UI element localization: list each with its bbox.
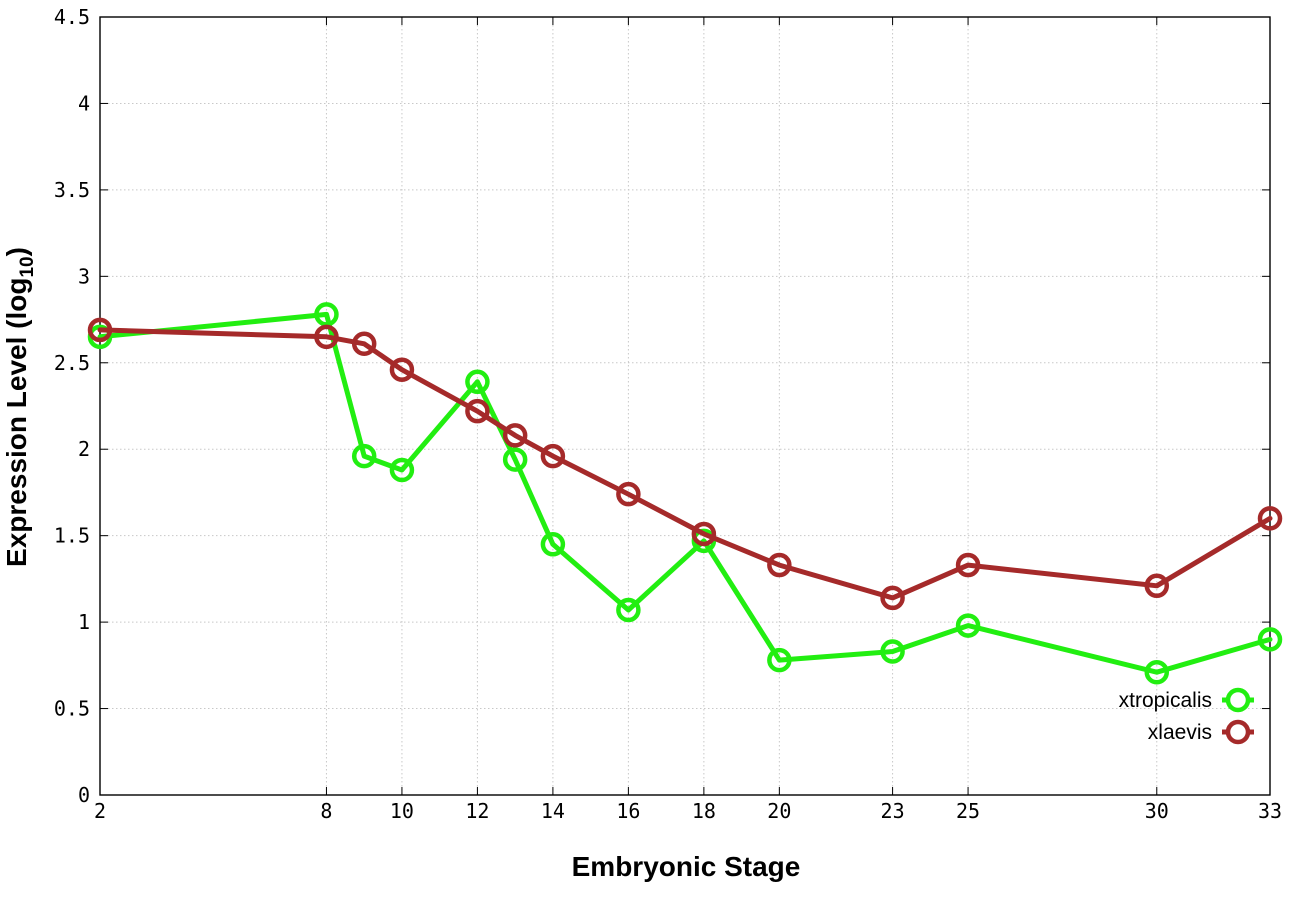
legend-label-xlaevis: xlaevis (1148, 721, 1212, 744)
data-point-xlaevis (616, 481, 641, 507)
series-line-xtropicalis (97, 311, 1273, 675)
data-point-xtropicalis (540, 532, 566, 557)
data-point-xlaevis (540, 443, 566, 469)
data-point-xlaevis (465, 398, 490, 424)
x-tick-label: 12 (465, 799, 489, 823)
legend-swatch-marker-xtropicalis (1225, 687, 1251, 713)
x-tick-label: 14 (541, 799, 565, 823)
y-tick-label: 2.5 (54, 351, 90, 375)
x-tick-label: 30 (1145, 799, 1169, 823)
y-axis-title-subscript: 10 (17, 256, 38, 277)
y-tick-label: 0.5 (54, 697, 90, 721)
data-point-xlaevis (502, 423, 528, 448)
data-point-xlaevis (351, 331, 377, 357)
grid-lines (100, 17, 1270, 795)
data-point-xtropicalis (465, 369, 490, 395)
y-axis-title-main: Expression Level (log (1, 278, 32, 567)
data-point-xtropicalis (1257, 627, 1283, 652)
y-tick-label: 3 (78, 264, 90, 288)
data-point-xlaevis (955, 552, 981, 578)
x-axis-title: Embryonic Stage (572, 851, 801, 882)
data-point-xtropicalis (880, 639, 905, 664)
data-point-xlaevis (389, 357, 415, 382)
x-tick-label: 18 (692, 799, 716, 823)
data-point-xtropicalis (767, 647, 792, 673)
y-tick-label: 1.5 (54, 524, 90, 548)
data-point-xtropicalis (502, 447, 528, 472)
y-axis-title: Expression Level (log10) (1, 247, 38, 567)
x-tick-label: 33 (1258, 799, 1282, 823)
data-point-xlaevis (767, 552, 792, 578)
x-tick-label: 2 (94, 799, 106, 823)
x-tick-label: 8 (320, 799, 332, 823)
y-tick-label: 2 (78, 437, 90, 461)
data-point-xtropicalis (616, 597, 641, 623)
y-axis-title-end: ) (1, 247, 32, 256)
legend-label-xtropicalis: xtropicalis (1119, 689, 1212, 712)
data-point-xlaevis (1257, 506, 1283, 531)
data-point-xtropicalis (389, 457, 415, 483)
y-tick-label: 3.5 (54, 178, 90, 202)
data-point-xlaevis (314, 324, 339, 350)
series-layer (87, 302, 1283, 685)
data-point-xtropicalis (351, 443, 377, 469)
y-tick-label: 1 (78, 610, 90, 634)
legend: xtropicalis xlaevis (1119, 687, 1254, 745)
x-tick-label: 20 (767, 799, 791, 823)
legend-swatch-marker-xlaevis (1225, 719, 1251, 745)
data-point-xtropicalis (955, 613, 981, 638)
series-line-xlaevis (97, 327, 1273, 601)
x-tick-label: 10 (390, 799, 414, 823)
x-tick-label: 25 (956, 799, 980, 823)
x-tick-label: 23 (881, 799, 905, 823)
data-point-xlaevis (880, 585, 905, 611)
x-tick-label: 16 (616, 799, 640, 823)
axes: 0 0.5 1 1.5 2 2.5 3 3.5 4 4.5 2 8 10 12 14 16 18 20 23 25 30… (54, 5, 1282, 823)
data-point-xtropicalis (314, 302, 339, 327)
y-tick-label: 4.5 (54, 5, 90, 29)
y-tick-label: 4 (78, 91, 90, 115)
data-point-xlaevis (1144, 573, 1170, 599)
data-point-xlaevis (87, 317, 113, 343)
plot-frame (99, 16, 1271, 796)
data-point-xtropicalis (1144, 659, 1170, 685)
data-point-xlaevis (691, 521, 717, 547)
y-tick-label: 0 (78, 783, 90, 807)
